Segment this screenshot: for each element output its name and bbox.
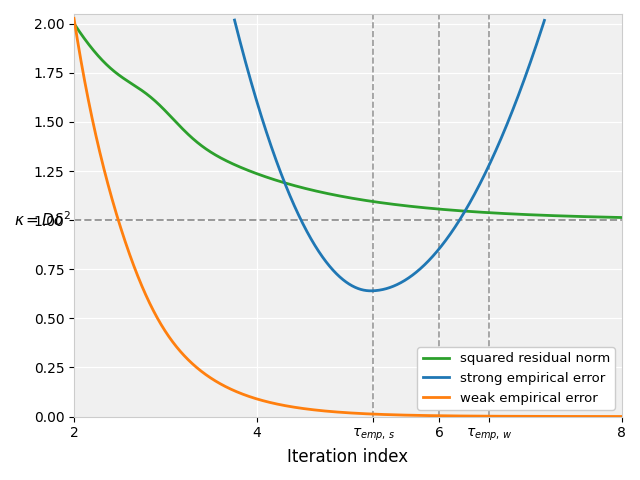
squared residual norm <box>70 21 78 26</box>
squared residual norm <box>98 57 106 63</box>
squared residual norm <box>602 214 609 220</box>
strong empirical error <box>541 17 548 23</box>
strong empirical error <box>534 37 542 43</box>
X-axis label: Iteration index: Iteration index <box>287 448 408 466</box>
Text: $\kappa = D\delta^2$: $\kappa = D\delta^2$ <box>13 211 71 229</box>
weak empirical error <box>70 15 78 21</box>
weak empirical error <box>602 414 610 420</box>
Line: squared residual norm: squared residual norm <box>74 24 621 217</box>
weak empirical error <box>98 158 106 164</box>
weak empirical error <box>618 414 625 420</box>
strong empirical error <box>451 224 459 230</box>
strong empirical error <box>419 264 427 269</box>
squared residual norm <box>337 193 344 199</box>
strong empirical error <box>230 17 238 23</box>
Legend: squared residual norm, strong empirical error, weak empirical error: squared residual norm, strong empirical … <box>417 347 615 410</box>
weak empirical error <box>322 408 330 414</box>
strong empirical error <box>429 253 436 259</box>
Line: strong empirical error: strong empirical error <box>234 20 545 291</box>
squared residual norm <box>322 190 330 196</box>
strong empirical error <box>330 268 337 274</box>
Line: weak empirical error: weak empirical error <box>74 18 621 417</box>
weak empirical error <box>602 414 609 420</box>
squared residual norm <box>618 215 625 220</box>
squared residual norm <box>501 211 509 216</box>
strong empirical error <box>288 196 296 202</box>
squared residual norm <box>602 214 610 220</box>
strong empirical error <box>367 288 374 294</box>
weak empirical error <box>501 413 509 419</box>
weak empirical error <box>337 409 344 415</box>
